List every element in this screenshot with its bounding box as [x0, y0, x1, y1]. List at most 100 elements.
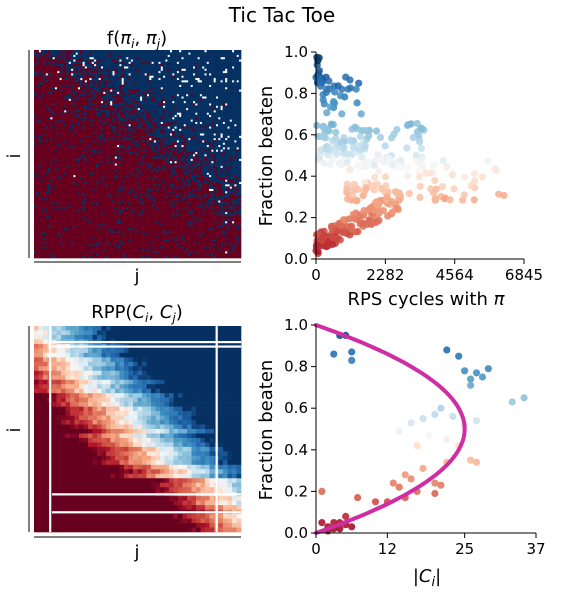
heatmap-f-cell: [75, 82, 78, 85]
heatmap-f-cell: [227, 133, 230, 136]
heatmap-f-cell: [98, 82, 101, 85]
heatmap-f-cell: [135, 100, 138, 104]
heatmap-f-cell: [238, 163, 242, 166]
heatmap-f-cell: [43, 52, 46, 55]
heatmap-f-cell: [105, 142, 108, 146]
heatmap-f-cell: [119, 61, 122, 65]
heatmap-f-cell: [211, 110, 214, 113]
heatmap-f-cell: [121, 63, 124, 67]
heatmap-f-cell: [114, 73, 118, 76]
heatmap-f-cell: [178, 73, 182, 76]
heatmap-f-cell: [229, 177, 233, 180]
heatmap-f-cell: [66, 82, 69, 85]
heatmap-f-cell: [112, 156, 115, 159]
heatmap-f-cell: [54, 50, 58, 53]
heatmap-f-cell: [224, 156, 228, 159]
heatmap-f-cell: [40, 75, 44, 79]
heatmap-f-cell: [192, 86, 196, 90]
heatmap-f-cell: [142, 98, 145, 102]
heatmap-f-cell: [73, 167, 76, 171]
heatmap-f-cell: [162, 63, 166, 67]
heatmap-f-cell: [103, 100, 106, 104]
heatmap-f-cell: [197, 59, 200, 62]
heatmap-f-cell: [45, 170, 49, 173]
heatmap-f-cell: [227, 165, 230, 169]
heatmap-f-cell: [151, 156, 154, 159]
heatmap-f-cell: [142, 137, 145, 141]
heatmap-f-cell: [151, 130, 154, 134]
heatmap-f-cell: [199, 167, 203, 171]
heatmap-f-cell: [199, 172, 203, 176]
heatmap-f-cell: [206, 135, 210, 139]
heatmap-f-cell: [103, 77, 106, 81]
heatmap-f-cell: [224, 112, 228, 116]
heatmap-f-cell: [114, 100, 118, 104]
heatmap-f-cell: [142, 63, 145, 67]
heatmap-f-cell: [105, 149, 108, 152]
heatmap-f-cell: [98, 117, 101, 120]
heatmap-f-cell: [63, 151, 67, 155]
heatmap-f-cell: [96, 93, 99, 97]
heatmap-f-cell: [236, 114, 239, 118]
heatmap-f-cell: [165, 121, 168, 125]
heatmap-f-cell: [167, 68, 170, 72]
heatmap-f-cell: [204, 137, 207, 141]
heatmap-f-cell: [153, 114, 157, 118]
heatmap-f-cell: [158, 156, 161, 159]
heatmap-f-cell: [45, 110, 49, 113]
heatmap-f-cell: [178, 56, 182, 60]
heatmap-f-cell: [174, 112, 177, 116]
heatmap-f-cell: [75, 100, 78, 104]
heatmap-f-cell: [204, 59, 207, 62]
heatmap-f-cell: [109, 86, 113, 90]
heatmap-f-cell: [236, 63, 239, 67]
heatmap-f-cell: [52, 165, 55, 169]
heatmap-f-cell: [142, 133, 145, 136]
heatmap-f-cell: [195, 172, 198, 176]
heatmap-f-cell: [45, 66, 49, 69]
heatmap-f-cell: [160, 98, 164, 102]
heatmap-f-cell: [144, 147, 147, 150]
heatmap-f-cell: [105, 86, 108, 90]
heatmap-f-cell: [116, 130, 120, 134]
heatmap-f-cell: [34, 63, 37, 67]
heatmap-f-cell: [54, 80, 58, 83]
heatmap-f-cell: [144, 75, 147, 79]
heatmap-f-cell: [128, 80, 131, 83]
heatmap-f-cell: [91, 177, 95, 180]
heatmap-f-cell: [197, 110, 200, 113]
heatmap-f-cell: [38, 89, 42, 92]
heatmap-f-cell: [149, 59, 152, 62]
heatmap-f-cell: [70, 126, 74, 129]
heatmap-f-cell: [68, 91, 72, 95]
heatmap-f-cell: [96, 75, 99, 79]
heatmap-f-cell: [112, 121, 115, 125]
heatmap-f-cell: [34, 163, 37, 166]
heatmap-f-cell: [112, 142, 115, 146]
heatmap-f-cell: [98, 144, 101, 148]
heatmap-f-cell: [142, 156, 145, 159]
heatmap-f-cell: [63, 117, 67, 120]
heatmap-f-cell: [128, 160, 131, 164]
heatmap-f-cell: [36, 133, 39, 136]
heatmap-f-cell: [195, 107, 198, 111]
heatmap-f-cell: [52, 105, 55, 109]
heatmap-f-cell: [66, 107, 69, 111]
heatmap-f-cell: [130, 50, 134, 53]
heatmap-f-cell: [36, 93, 39, 97]
heatmap-f-cell: [213, 177, 216, 180]
heatmap-f-cell: [208, 151, 212, 155]
heatmap-f-cell: [183, 75, 187, 79]
heatmap-f-cell: [183, 66, 187, 69]
heatmap-f-cell: [77, 117, 81, 120]
heatmap-f-cell: [201, 93, 205, 97]
heatmap-f-cell: [218, 100, 221, 104]
heatmap-f-cell: [107, 133, 111, 136]
heatmap-f-cell: [139, 130, 143, 134]
heatmap-f-cell: [63, 50, 67, 53]
heatmap-f-cell: [155, 89, 159, 92]
heatmap-f-cell: [84, 158, 88, 162]
heatmap-f-cell: [162, 158, 166, 162]
heatmap-f-cell: [59, 98, 62, 102]
heatmap-f-cell: [38, 156, 42, 159]
